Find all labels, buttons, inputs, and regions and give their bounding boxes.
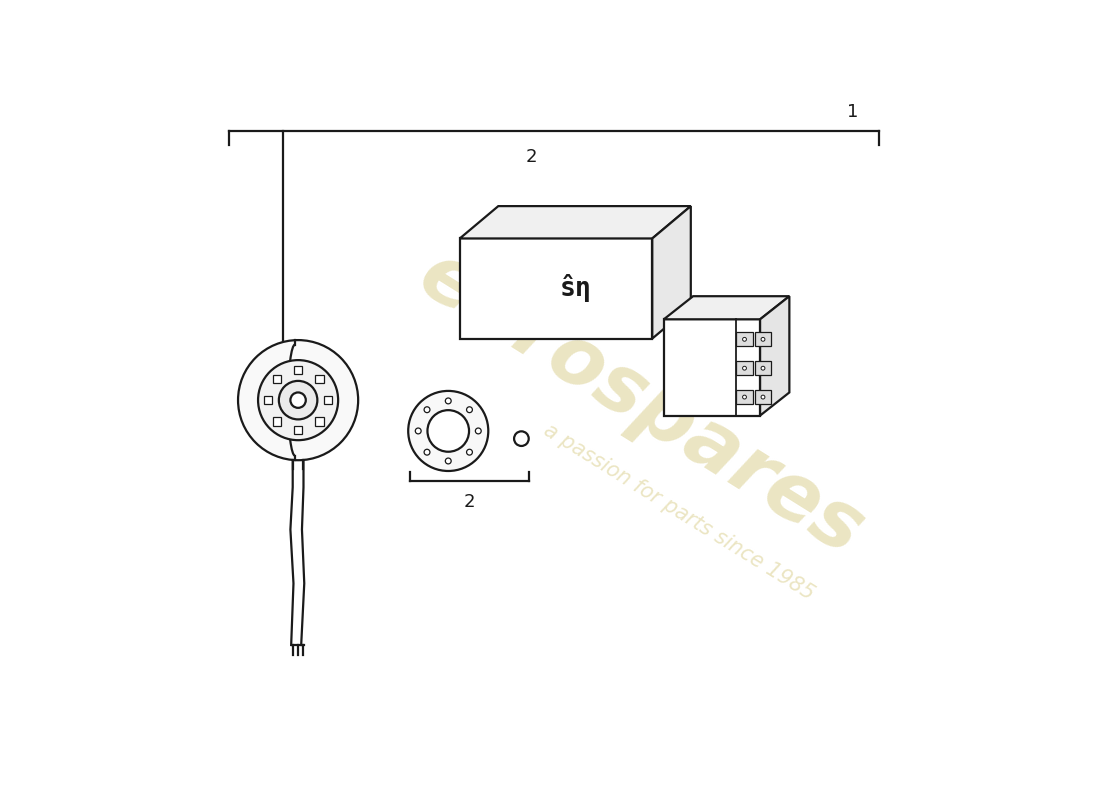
- Text: a passion for parts since 1985: a passion for parts since 1985: [540, 420, 818, 604]
- Circle shape: [742, 395, 747, 399]
- Circle shape: [514, 431, 529, 446]
- Text: 2: 2: [464, 493, 475, 510]
- Polygon shape: [315, 374, 323, 383]
- Polygon shape: [755, 362, 771, 375]
- Text: ŝη: ŝη: [560, 274, 591, 302]
- Polygon shape: [736, 362, 754, 375]
- Polygon shape: [652, 206, 691, 338]
- Circle shape: [425, 406, 430, 413]
- Polygon shape: [664, 296, 790, 319]
- Circle shape: [446, 458, 451, 464]
- Polygon shape: [460, 238, 652, 338]
- Circle shape: [742, 366, 747, 370]
- Circle shape: [290, 393, 306, 408]
- Polygon shape: [760, 296, 790, 415]
- Circle shape: [761, 366, 764, 370]
- Polygon shape: [294, 426, 302, 434]
- Polygon shape: [664, 319, 760, 415]
- Circle shape: [238, 340, 359, 460]
- Circle shape: [761, 338, 764, 342]
- Circle shape: [408, 391, 488, 471]
- Polygon shape: [273, 417, 282, 426]
- Polygon shape: [755, 390, 771, 404]
- Circle shape: [425, 450, 430, 455]
- Circle shape: [428, 410, 469, 452]
- Polygon shape: [736, 390, 754, 404]
- Text: eurospares: eurospares: [405, 236, 877, 572]
- Polygon shape: [294, 366, 302, 374]
- Circle shape: [761, 395, 764, 399]
- Text: 1: 1: [847, 103, 858, 122]
- Circle shape: [258, 360, 338, 440]
- Circle shape: [416, 428, 421, 434]
- Text: 2: 2: [526, 147, 537, 166]
- Circle shape: [475, 428, 481, 434]
- Circle shape: [466, 450, 472, 455]
- Polygon shape: [264, 396, 273, 404]
- Circle shape: [446, 398, 451, 404]
- Circle shape: [466, 406, 472, 413]
- Circle shape: [279, 381, 318, 419]
- Polygon shape: [755, 332, 771, 346]
- Polygon shape: [273, 374, 282, 383]
- Polygon shape: [736, 332, 754, 346]
- Polygon shape: [460, 206, 691, 238]
- Polygon shape: [315, 417, 323, 426]
- Polygon shape: [323, 396, 332, 404]
- Circle shape: [742, 338, 747, 342]
